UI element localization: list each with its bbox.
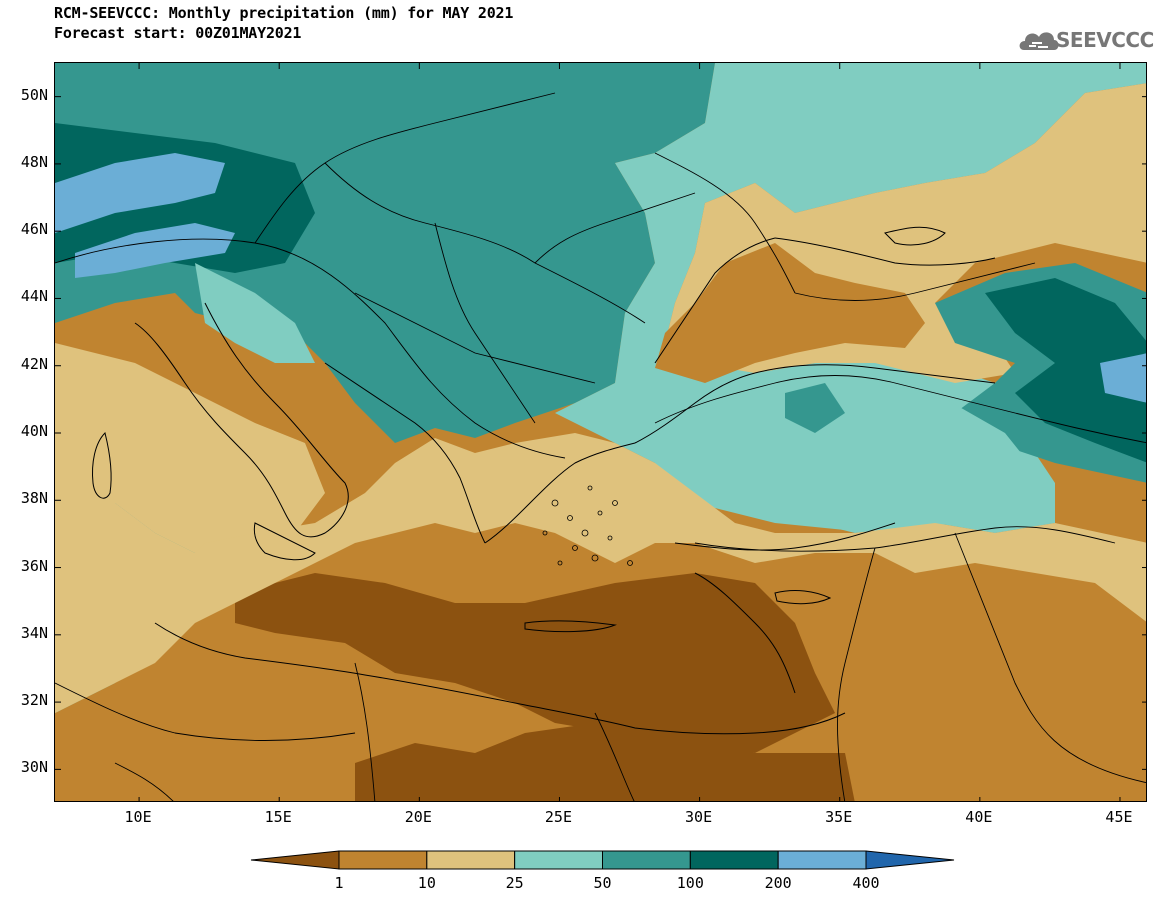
colorbar-level-label: 10 (417, 874, 436, 892)
field-200-400-caucasus (1100, 353, 1146, 403)
lon-tick-label: 10E (124, 808, 152, 826)
coastlines (92, 226, 996, 735)
lat-tick-label: 42N (20, 354, 48, 373)
country-borders (55, 92, 1146, 801)
aegean-islands (542, 485, 633, 566)
field-10-25-italy (55, 343, 325, 553)
lon-tick-label: 40E (965, 808, 993, 826)
lat-tick-label: 34N (20, 623, 48, 642)
field-1-10-mediterranean (235, 573, 835, 753)
colorbar-segment (777, 850, 867, 870)
colorbar-above-arrow (865, 850, 955, 870)
lon-tick-label: 15E (264, 808, 292, 826)
lat-tick-label: 30N (20, 758, 48, 777)
colorbar-segment (602, 850, 691, 870)
colorbar-below-arrow (250, 850, 340, 870)
lat-tick-label: 32N (20, 691, 48, 710)
seevccc-cloud-logo-icon (1019, 32, 1059, 50)
colorbar-level-label: 200 (764, 874, 792, 892)
precipitation-map-svg (55, 63, 1146, 801)
colorbar-segment (426, 850, 516, 870)
field-25-50-adriatic (195, 263, 315, 363)
lon-tick-label: 45E (1105, 808, 1133, 826)
colorbar-level-label: 100 (676, 874, 704, 892)
field-10-25-north-africa (55, 433, 1146, 713)
lat-tick-label: 36N (20, 556, 48, 575)
colorbar-segment (689, 850, 779, 870)
lat-tick-label: 44N (20, 287, 48, 306)
seevccc-logo-text: SEEVCCC (1056, 28, 1154, 52)
colorbar-level-label: 400 (852, 874, 880, 892)
lat-tick-label: 40N (20, 422, 48, 440)
field-1-10-black-sea (655, 243, 925, 383)
field-100-200-caucasus (985, 278, 1146, 463)
lat-tick-label: 46N (20, 220, 48, 239)
field-1-10-libya (355, 723, 855, 801)
field-25-50-anatolia (655, 373, 1045, 533)
field-50-100-anatolia (785, 383, 845, 433)
colorbar-segment (338, 850, 428, 870)
colorbar-segment (514, 850, 604, 870)
colorbar-level-label: 25 (505, 874, 524, 892)
precipitation-map (54, 62, 1147, 802)
lat-tick-label: 38N (20, 489, 48, 508)
colorbar-level-label: 1 (334, 874, 344, 892)
lat-tick-label: 48N (20, 152, 48, 171)
colorbar-level-label: 50 (593, 874, 612, 892)
lon-tick-label: 35E (825, 808, 853, 826)
lon-tick-label: 20E (404, 808, 432, 826)
map-title: RCM-SEEVCCC: Monthly precipitation (mm) … (54, 4, 514, 22)
lon-tick-label: 25E (544, 808, 572, 826)
field-200-400-alps-2 (75, 223, 235, 278)
lon-tick-label: 30E (685, 808, 713, 826)
forecast-start-subtitle: Forecast start: 00Z01MAY2021 (54, 24, 302, 42)
lat-tick-label: 50N (20, 85, 48, 104)
field-200-400-alps (55, 153, 225, 233)
